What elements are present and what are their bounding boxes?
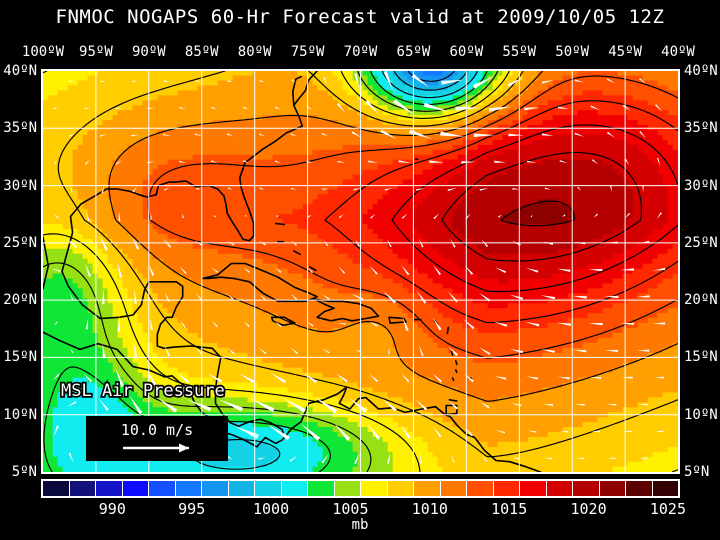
lat-tick-label: 10ºN [3, 406, 37, 423]
color-scale-ticks: 990 995 1000 1005 1010 1015 1020 1025 [0, 500, 720, 518]
lat-tick-label: 20ºN [684, 292, 718, 309]
color-scale-bar[interactable] [41, 479, 680, 498]
color-swatch [493, 481, 520, 496]
lon-tick-label: 80ºW [237, 44, 272, 60]
lat-tick-label: 35ºN [3, 120, 37, 137]
color-swatch [149, 481, 176, 496]
color-swatch [255, 481, 282, 496]
color-swatch [546, 481, 573, 496]
lat-tick-label: 5ºN [684, 464, 710, 480]
color-swatch [43, 481, 70, 496]
lon-tick-label: 100ºW [21, 44, 65, 60]
color-swatch [599, 481, 626, 496]
lat-tick-label: 15ºN [3, 349, 37, 366]
lon-tick-label: 45ºW [608, 44, 642, 60]
color-swatch [281, 481, 308, 496]
lat-tick-label: 25ºN [684, 234, 718, 251]
color-swatch [202, 481, 229, 496]
color-scale-unit: mb [351, 517, 369, 533]
lat-tick-label: 25ºN [3, 234, 37, 251]
lon-tick-label: 40ºW [661, 44, 695, 60]
color-swatch [626, 481, 653, 496]
lon-tick-label: 65ºW [396, 44, 431, 60]
lat-tick-label: 15ºN [684, 349, 718, 366]
lat-tick-label: 30ºN [3, 177, 37, 194]
isobar-contours [43, 71, 678, 472]
color-scale-tick-label: 1025 [649, 500, 686, 518]
color-swatch [387, 481, 414, 496]
lon-tick-label: 55ºW [502, 44, 537, 60]
lat-tick-label: 35ºN [684, 120, 718, 137]
color-scale-tick-label: 990 [98, 500, 126, 518]
map-panel[interactable]: MSL Air Pressure MSL Air Pressure 10.0 m… [41, 69, 680, 474]
color-swatch [228, 481, 255, 496]
color-swatch [414, 481, 441, 496]
lon-tick-label: 75ºW [290, 44, 325, 60]
wind-vector-arrows [51, 71, 666, 465]
color-swatch [69, 481, 96, 496]
color-swatch [334, 481, 361, 496]
color-swatch [467, 481, 494, 496]
page-title: FNMOC NOGAPS 60-Hr Forecast valid at 200… [55, 6, 665, 28]
lat-tick-label: 5ºN [11, 464, 37, 480]
color-swatch [122, 481, 149, 496]
color-swatch [652, 481, 678, 496]
field-label: MSL Air Pressure MSL Air Pressure [59, 379, 226, 402]
map-gridlines [43, 71, 678, 472]
lat-tick-label: 10ºN [684, 406, 718, 423]
lon-tick-label: 50ºW [555, 44, 590, 60]
lon-tick-label: 70ºW [343, 44, 378, 60]
longitude-axis: 100ºW 95ºW 90ºW 85ºW 80ºW 75ºW 70ºW 65ºW 60ºW 55º… [0, 44, 720, 62]
color-scale-tick-label: 1015 [491, 500, 528, 518]
color-swatch [308, 481, 335, 496]
right-arrow-icon [123, 443, 189, 453]
color-swatch [573, 481, 600, 496]
color-swatch [96, 481, 123, 496]
lon-tick-label: 85ºW [184, 44, 219, 60]
lat-tick-label: 20ºN [3, 292, 37, 309]
color-scale-tick-label: 1020 [570, 500, 607, 518]
lon-tick-label: 95ºW [79, 44, 113, 60]
wind-legend: 10.0 m/s [86, 416, 228, 461]
color-swatch [361, 481, 388, 496]
color-scale-tick-label: 1000 [253, 500, 290, 518]
color-swatch [440, 481, 467, 496]
color-swatch [175, 481, 202, 496]
lon-tick-label: 90ºW [131, 44, 166, 60]
color-scale-tick-label: 1010 [411, 500, 448, 518]
lat-tick-label: 40ºN [684, 63, 718, 79]
lat-tick-label: 40ºN [3, 63, 37, 79]
color-scale-tick-label: 1005 [332, 500, 369, 518]
lon-tick-label: 60ºW [449, 44, 484, 60]
pressure-field-plot: MSL Air Pressure MSL Air Pressure 10.0 m… [43, 71, 678, 472]
color-scale-tick-label: 995 [178, 500, 206, 518]
color-swatch [520, 481, 547, 496]
lat-tick-label: 30ºN [684, 177, 718, 194]
